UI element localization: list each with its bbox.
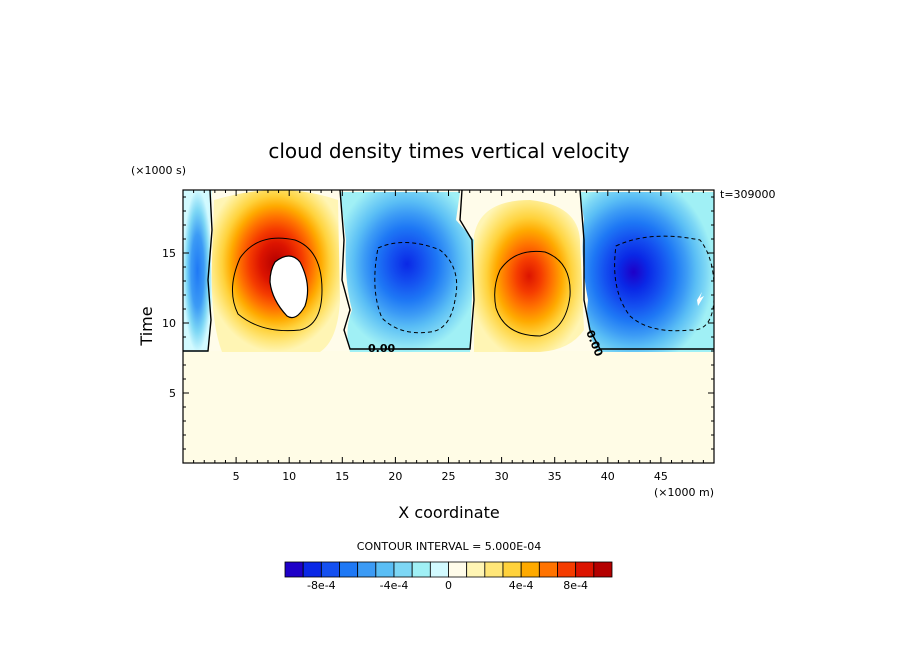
contour-interval-label: CONTOUR INTERVAL = 5.000E-04 bbox=[357, 540, 541, 553]
colorbar-tick-label: 8e-4 bbox=[563, 579, 588, 592]
timestamp-label: t=309000 bbox=[720, 188, 776, 201]
colorbar-tick-label: -4e-4 bbox=[380, 579, 409, 592]
x-tick-label: 15 bbox=[335, 470, 349, 483]
updraft-2-contour bbox=[494, 250, 571, 337]
colorbar-swatch bbox=[538, 561, 558, 578]
colorbar-swatch bbox=[393, 561, 413, 578]
y-tick-label: 15 bbox=[162, 247, 176, 260]
x-tick-label: 35 bbox=[548, 470, 562, 483]
colorbar-swatch bbox=[375, 561, 395, 578]
colorbar bbox=[284, 561, 613, 578]
x-tick-label: 10 bbox=[282, 470, 296, 483]
y-unit-label: (×1000 s) bbox=[131, 164, 186, 177]
updraft-1-contour bbox=[232, 237, 323, 332]
downdraft-left-fill bbox=[183, 190, 212, 352]
x-unit-label: (×1000 m) bbox=[654, 486, 714, 499]
x-tick-label: 5 bbox=[233, 470, 240, 483]
colorbar-ticks: -8e-4 -4e-4 0 4e-4 8e-4 bbox=[307, 579, 588, 592]
colorbar-swatch bbox=[429, 561, 449, 578]
y-axis-title: Time bbox=[137, 306, 156, 346]
colorbar-swatch bbox=[575, 561, 595, 578]
y-tick-label: 10 bbox=[162, 317, 176, 330]
x-tick-label: 30 bbox=[495, 470, 509, 483]
colorbar-swatch bbox=[502, 561, 522, 578]
colorbar-tick-label: -8e-4 bbox=[307, 579, 336, 592]
colorbar-swatch bbox=[320, 561, 340, 578]
y-axis: 5 10 15 bbox=[162, 196, 714, 450]
updraft-2-fill bbox=[474, 200, 584, 352]
colorbar-swatch bbox=[593, 561, 613, 578]
chart-title: cloud density times vertical velocity bbox=[268, 139, 629, 163]
x-tick-label: 40 bbox=[601, 470, 615, 483]
colorbar-swatch bbox=[484, 561, 504, 578]
colorbar-swatch bbox=[339, 561, 359, 578]
colorbar-tick-label: 4e-4 bbox=[509, 579, 534, 592]
updraft-1-core bbox=[269, 255, 309, 319]
colorbar-swatch bbox=[357, 561, 377, 578]
downdraft-2-fill bbox=[580, 192, 714, 352]
downdraft-1-fill bbox=[340, 192, 474, 352]
x-tick-label: 45 bbox=[654, 470, 668, 483]
contour-label-zero-a: 0.00 bbox=[368, 342, 395, 355]
colorbar-tick-label: 0 bbox=[445, 579, 452, 592]
colorbar-swatch bbox=[448, 561, 468, 578]
x-axis: 5 10 15 20 25 30 35 40 45 bbox=[193, 190, 704, 483]
colorbar-swatch bbox=[520, 561, 540, 578]
downdraft-2-contour bbox=[614, 235, 714, 332]
downdraft-2-core bbox=[697, 292, 704, 306]
downdraft-1-contour bbox=[374, 241, 458, 334]
colorbar-swatch bbox=[466, 561, 486, 578]
x-axis-title: X coordinate bbox=[398, 503, 499, 522]
zero-contour-a bbox=[183, 190, 213, 352]
colorbar-swatch bbox=[284, 561, 304, 578]
x-tick-label: 20 bbox=[388, 470, 402, 483]
zero-contour-b bbox=[339, 190, 475, 350]
plot-area bbox=[183, 190, 714, 463]
zero-contour-c bbox=[579, 190, 714, 350]
y-tick-label: 5 bbox=[169, 387, 176, 400]
colorbar-swatch bbox=[411, 561, 431, 578]
colorbar-swatch bbox=[557, 561, 577, 578]
colorbar-swatch bbox=[302, 561, 322, 578]
x-tick-label: 25 bbox=[442, 470, 456, 483]
